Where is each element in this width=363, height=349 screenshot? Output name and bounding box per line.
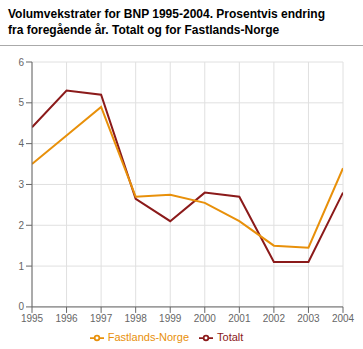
svg-text:1998: 1998 [125,313,148,324]
svg-text:0: 0 [18,301,24,312]
html-text:Fastlands-Norge: Fastlands-Norge [107,330,189,343]
svg-text:1996: 1996 [55,313,78,324]
svg-text:5: 5 [18,97,24,108]
svg-text:2001: 2001 [228,313,251,324]
svg-text:2000: 2000 [194,313,217,324]
svg-text:2002: 2002 [263,313,286,324]
svg-text:2003: 2003 [297,313,320,324]
svg-text:1995: 1995 [21,313,44,324]
html-text:Volumvekstrater for BNP 1995-2: Volumvekstrater for BNP 1995-2004. Prose… [8,7,325,37]
svg-text:2004: 2004 [332,313,355,324]
svg-text:3: 3 [18,179,24,190]
svg-text:1999: 1999 [159,313,182,324]
svg-text:2: 2 [18,220,24,231]
svg-text:1: 1 [18,261,24,272]
svg-text:6: 6 [18,57,24,68]
html-text:Totalt: Totalt [217,330,244,343]
svg-text:4: 4 [18,138,24,149]
svg-text:1997: 1997 [90,313,113,324]
